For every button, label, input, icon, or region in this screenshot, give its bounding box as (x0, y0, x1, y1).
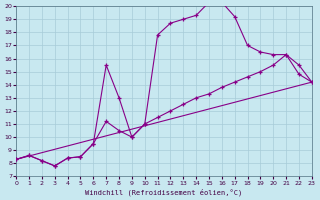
X-axis label: Windchill (Refroidissement éolien,°C): Windchill (Refroidissement éolien,°C) (85, 188, 243, 196)
